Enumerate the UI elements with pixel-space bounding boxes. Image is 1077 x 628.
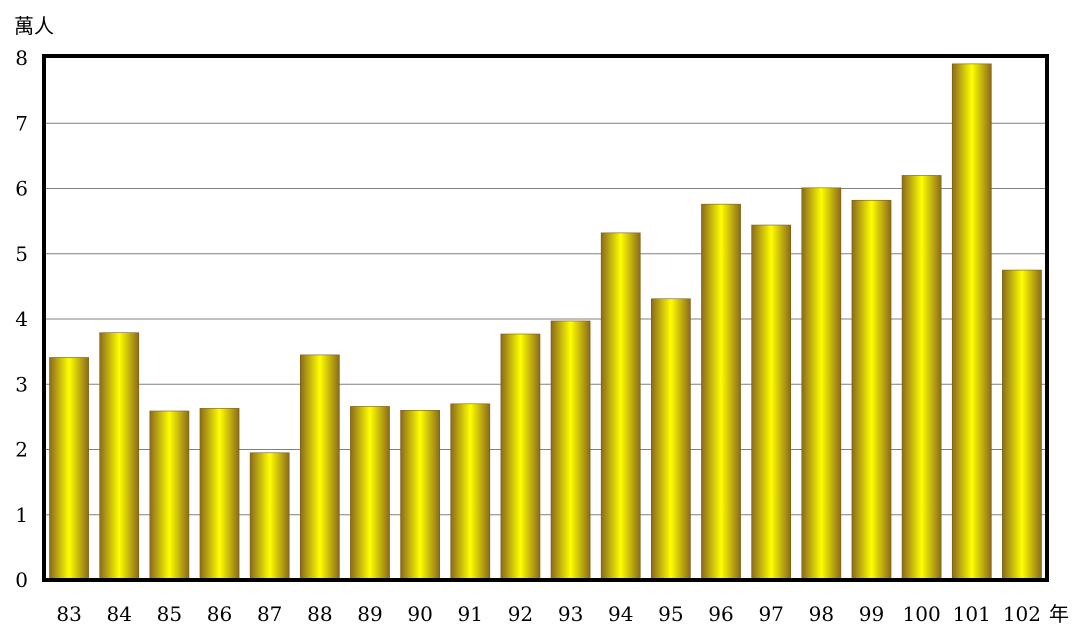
x-tick-label: 102: [1003, 602, 1041, 626]
x-tick-label: 93: [558, 602, 583, 626]
plot-frame: [42, 54, 1049, 582]
x-tick-label: 97: [758, 602, 783, 626]
bar-87: [249, 452, 290, 581]
x-tick-label: 88: [307, 602, 332, 626]
bar-94: [600, 232, 641, 581]
bars: [49, 63, 1042, 581]
x-tick-label: 83: [56, 602, 81, 626]
bar-92: [500, 333, 541, 581]
bar-84: [99, 332, 140, 581]
x-axis-unit-label: 年: [1049, 602, 1069, 626]
bar-98: [801, 187, 842, 581]
bar-86: [199, 408, 240, 581]
y-tick-label: 4: [15, 307, 28, 331]
x-tick-label: 86: [207, 602, 232, 626]
x-tick-label: 85: [157, 602, 182, 626]
x-tick-label: 101: [953, 602, 991, 626]
x-tick-label: 100: [903, 602, 941, 626]
x-tick-label: 90: [407, 602, 432, 626]
bar-96: [701, 203, 741, 581]
bar-102: [1002, 269, 1042, 581]
bar-100: [901, 175, 942, 581]
bar-101: [951, 63, 992, 581]
bar-89: [350, 406, 390, 581]
y-tick-label: 0: [15, 568, 28, 592]
x-tick-label: 98: [809, 602, 834, 626]
x-tick-label: 95: [658, 602, 683, 626]
bar-88: [299, 354, 340, 581]
x-tick-label: 84: [106, 602, 131, 626]
bar-91: [450, 403, 491, 581]
x-tick-label: 89: [357, 602, 382, 626]
x-axis-ticks: 83 84 85 86 87 88 89 90 91 92 93 94 95 96 97 98 99 100 101…: [56, 602, 1041, 626]
bar-83: [49, 357, 89, 581]
bar-90: [400, 410, 440, 581]
y-tick-label: 7: [15, 111, 28, 135]
x-tick-label: 92: [508, 602, 533, 626]
bar-97: [751, 224, 792, 581]
bar-93: [550, 320, 591, 581]
y-axis-unit-label: 萬人: [14, 14, 54, 38]
gridlines: [44, 122, 1047, 516]
y-axis-ticks: 0 1 2 3 4 5 6 7 8: [15, 46, 28, 592]
bar-85: [149, 410, 190, 581]
x-tick-label: 94: [608, 602, 633, 626]
x-tick-label: 91: [458, 602, 483, 626]
y-tick-label: 2: [15, 438, 28, 462]
x-tick-label: 87: [257, 602, 282, 626]
y-tick-label: 1: [15, 503, 28, 527]
x-tick-label: 96: [708, 602, 733, 626]
y-tick-label: 5: [15, 242, 28, 266]
bar-99: [851, 199, 892, 581]
x-tick-label: 99: [859, 602, 884, 626]
y-tick-label: 3: [15, 372, 28, 396]
y-tick-label: 8: [15, 46, 28, 70]
bar-95: [651, 298, 691, 581]
y-tick-label: 6: [15, 177, 28, 201]
